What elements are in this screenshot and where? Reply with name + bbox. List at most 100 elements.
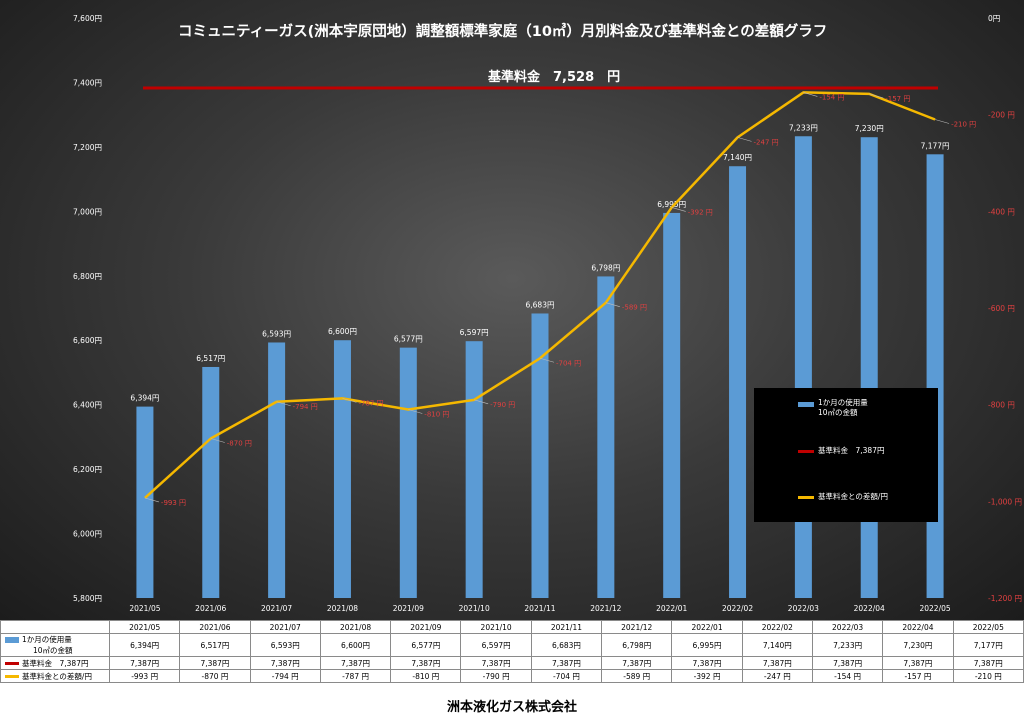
x-tick-label: 2022/05 [919,604,950,613]
y-left-tick-label: 6,200円 [73,465,102,474]
bar [531,313,549,598]
bar-value-label: 6,798円 [591,263,620,272]
difference-leader-line [737,137,752,142]
y-left-tick-label: 7,200円 [73,143,102,152]
table-cell: 7,387円 [882,656,954,670]
table-cell: 2021/06 [179,620,251,634]
x-tick-label: 2022/03 [788,604,819,613]
legend-swatch-base [798,450,814,453]
table-cell: -993 円 [108,669,181,683]
table-label-bar-2: 10㎥の金額 [33,646,73,655]
bar [860,137,878,598]
difference-value-label: -810 円 [424,411,449,419]
difference-value-label: -787 円 [358,399,383,407]
table-cell: 2021/05 [108,620,181,634]
x-tick-label: 2021/09 [393,604,424,613]
difference-leader-line [934,119,950,124]
table-cell: 7,387円 [319,656,392,670]
legend-item-diff: 基準料金との差額/円 [754,492,938,512]
table-cell: 2021/12 [601,620,673,634]
table-cell: 2021/10 [460,620,532,634]
table-cell: 2022/02 [741,620,813,634]
bar [268,342,286,598]
bar [597,276,615,598]
bar [465,341,483,598]
table-cell: 6,394円 [108,633,181,657]
bar [136,406,154,598]
difference-leader-line [144,497,160,503]
y-left-tick-label: 5,800円 [73,594,102,603]
table-cell: 7,140円 [741,633,813,657]
table-label-diff: 基準料金との差額/円 [22,671,92,681]
table-swatch-bar [5,637,19,643]
legend-swatch-bar [798,402,814,407]
table-cell: 6,597円 [460,633,532,657]
table-cell: 7,387円 [460,656,532,670]
y-left-tick-label: 7,400円 [73,78,102,87]
table-swatch-diff [5,675,19,678]
bar-value-label: 7,140円 [723,153,752,162]
y-right-tick-label: -400 円 [988,207,1015,216]
x-tick-label: 2021/07 [261,604,292,613]
table-label-bar-1: 1か月の使用量 [22,635,72,644]
data-table: 2021/05 2021/06 2021/07 2021/08 2021/09 2021/… [0,620,1024,683]
x-tick-label: 2022/04 [854,604,885,613]
table-cell: 6,995円 [671,633,743,657]
bar [202,366,220,598]
table-cell: 7,387円 [530,656,603,670]
difference-leader-line [342,398,357,403]
y-right-tick-label: -600 円 [988,304,1015,313]
table-cell: 7,387円 [249,656,321,670]
chart-area: 5,800円 6,000円 6,200円 6,400円 6,600円 6,800円 7,00… [0,0,1024,620]
bar-value-label: 6,517円 [196,354,225,363]
table-cell: 6,577円 [390,633,462,657]
combo-chart: 5,800円 6,000円 6,200円 6,400円 6,600円 6,800円 7,00… [73,78,1023,613]
legend-text-diff: 基準料金との差額/円 [818,492,888,501]
difference-leader-line [408,409,423,414]
bar-value-label: 7,233円 [789,123,818,132]
x-tick-label: 2021/12 [590,604,621,613]
table-cell: -794 円 [249,669,321,683]
table-cell: 2022/04 [882,620,954,634]
difference-leader-line [803,92,818,97]
table-cell: 2021/08 [319,620,392,634]
bar-value-label: 6,593円 [262,329,291,338]
table-row-header [0,620,110,634]
legend-item-base: 基準料金 7,387円 [754,446,938,466]
table-cell: 2022/01 [671,620,743,634]
x-tick-label: 2021/08 [327,604,358,613]
difference-leader-line [671,207,686,212]
table-header-row: 2021/05 2021/06 2021/07 2021/08 2021/09 2021/… [0,620,1024,634]
x-tick-label: 2021/11 [524,604,555,613]
difference-value-label: -870 円 [227,440,252,448]
table-cell: 6,517円 [179,633,251,657]
table-cell: 2021/07 [249,620,321,634]
difference-value-label: -210 円 [951,121,976,129]
table-row-header: 基準料金との差額/円 [0,669,110,683]
bar-value-label: 6,597円 [460,328,489,337]
bar-value-label: 6,577円 [394,335,423,344]
legend: 1か月の使用量 10㎥の金額 基準料金 7,387円 基準料金との差額/円 [754,388,938,522]
bar [663,212,681,598]
bar-value-label: 6,394円 [130,394,159,403]
table-cell: 6,683円 [530,633,603,657]
difference-value-label: -157 円 [885,95,910,103]
table-cell: -870 円 [179,669,251,683]
bar-value-label: 7,230円 [855,124,884,133]
table-cell: -247 円 [741,669,813,683]
y-right-tick-label: -200 円 [988,111,1015,120]
table-label-base: 基準料金 7,387円 [22,658,89,668]
difference-leader-line [474,399,489,405]
difference-value-label: -790 円 [490,401,515,409]
difference-leader-line [869,93,884,99]
table-row-header: 基準料金 7,387円 [0,656,110,670]
table-cell: 7,387円 [811,656,884,670]
difference-value-label: -154 円 [819,93,844,101]
table-cell: 7,233円 [811,633,884,657]
table-swatch-base [5,662,19,665]
table-cell: 2021/11 [530,620,603,634]
difference-value-label: -247 円 [754,138,779,146]
y-left-tick-label: 7,000円 [73,207,102,216]
difference-value-label: -993 円 [161,499,186,507]
table-cell: 7,387円 [671,656,743,670]
